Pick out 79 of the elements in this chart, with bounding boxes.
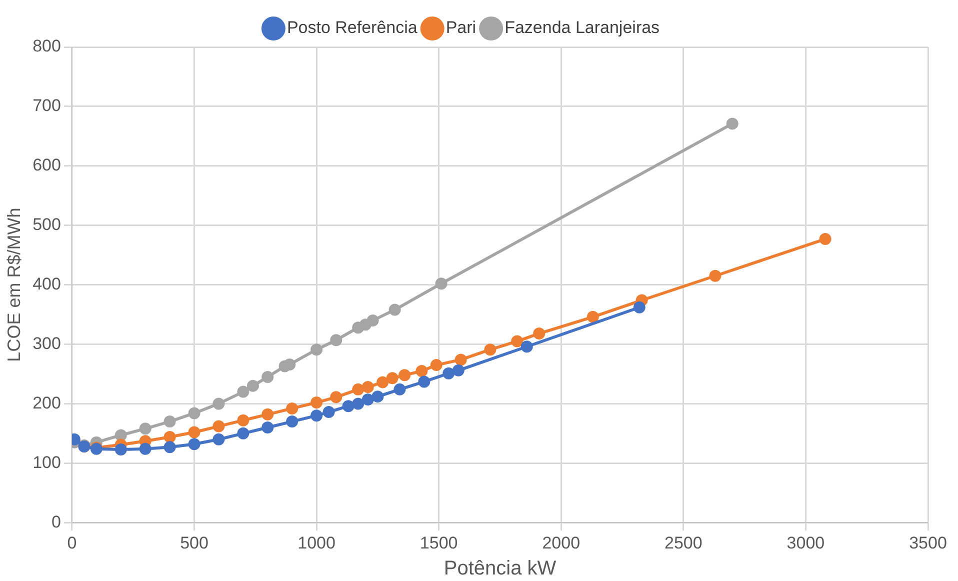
y-tick-label: 800 xyxy=(32,36,61,56)
x-tick-label: 2500 xyxy=(664,533,702,552)
point xyxy=(188,407,200,420)
point xyxy=(398,369,411,382)
point xyxy=(520,340,533,353)
point xyxy=(484,344,496,356)
x-tick-label: 1500 xyxy=(420,533,458,552)
y-tick-label: 300 xyxy=(32,334,61,353)
point xyxy=(416,365,428,378)
y-tick-label: 200 xyxy=(32,393,61,412)
point xyxy=(633,301,646,314)
point xyxy=(139,442,152,455)
point xyxy=(342,400,354,412)
point xyxy=(586,310,599,323)
y-tick-label: 0 xyxy=(51,512,61,532)
point xyxy=(139,422,152,435)
y-tick-label: 100 xyxy=(32,452,61,472)
point xyxy=(376,376,389,388)
point xyxy=(262,421,274,434)
point xyxy=(262,408,274,420)
legend-label: Fazenda Laranjeiras xyxy=(504,18,660,38)
x-axis-title: Potência kW xyxy=(444,558,556,580)
y-tick-label: 700 xyxy=(32,96,61,116)
point xyxy=(114,443,127,456)
x-tick-label: 2000 xyxy=(542,533,580,552)
point xyxy=(452,364,464,376)
point xyxy=(511,335,524,348)
x-tick-label: 3000 xyxy=(786,533,825,552)
point xyxy=(435,278,448,290)
point xyxy=(533,328,546,340)
point xyxy=(164,441,176,454)
point xyxy=(164,430,176,443)
legend-label: Pari xyxy=(446,18,476,38)
point xyxy=(454,354,467,366)
point xyxy=(330,391,342,404)
y-tick-label: 500 xyxy=(32,215,61,234)
point xyxy=(819,233,832,246)
point xyxy=(212,420,225,432)
point xyxy=(322,406,335,418)
point xyxy=(212,398,225,410)
point xyxy=(362,381,374,394)
point xyxy=(709,270,722,282)
y-tick-label: 600 xyxy=(32,156,61,175)
point xyxy=(352,398,364,410)
point xyxy=(284,358,296,370)
point xyxy=(366,314,379,326)
point xyxy=(212,433,225,446)
y-tick-label: 400 xyxy=(32,274,61,294)
point xyxy=(430,359,442,372)
point xyxy=(188,438,200,450)
point xyxy=(188,426,200,438)
y-axis-title: LCOE em R$/MWh xyxy=(4,208,24,362)
point xyxy=(164,416,176,428)
point xyxy=(310,410,323,422)
x-tick-label: 1000 xyxy=(298,533,336,552)
point xyxy=(114,429,127,442)
point xyxy=(726,118,738,130)
point xyxy=(418,376,430,388)
point xyxy=(286,416,298,428)
x-tick-label: 3500 xyxy=(909,533,947,552)
point xyxy=(442,367,455,380)
point xyxy=(310,344,323,356)
point xyxy=(362,394,374,406)
point xyxy=(237,386,250,398)
point xyxy=(286,402,298,414)
point xyxy=(388,304,401,316)
point xyxy=(262,370,274,383)
point xyxy=(352,383,364,396)
x-tick-label: 0 xyxy=(67,533,77,552)
point xyxy=(330,334,342,346)
point xyxy=(237,414,250,426)
point xyxy=(386,372,398,384)
x-tick-label: 500 xyxy=(180,533,208,552)
point xyxy=(372,390,384,403)
point xyxy=(310,396,323,409)
legend-label: Posto Referência xyxy=(286,18,418,38)
point xyxy=(246,380,259,392)
point xyxy=(237,427,250,440)
point xyxy=(394,383,406,396)
